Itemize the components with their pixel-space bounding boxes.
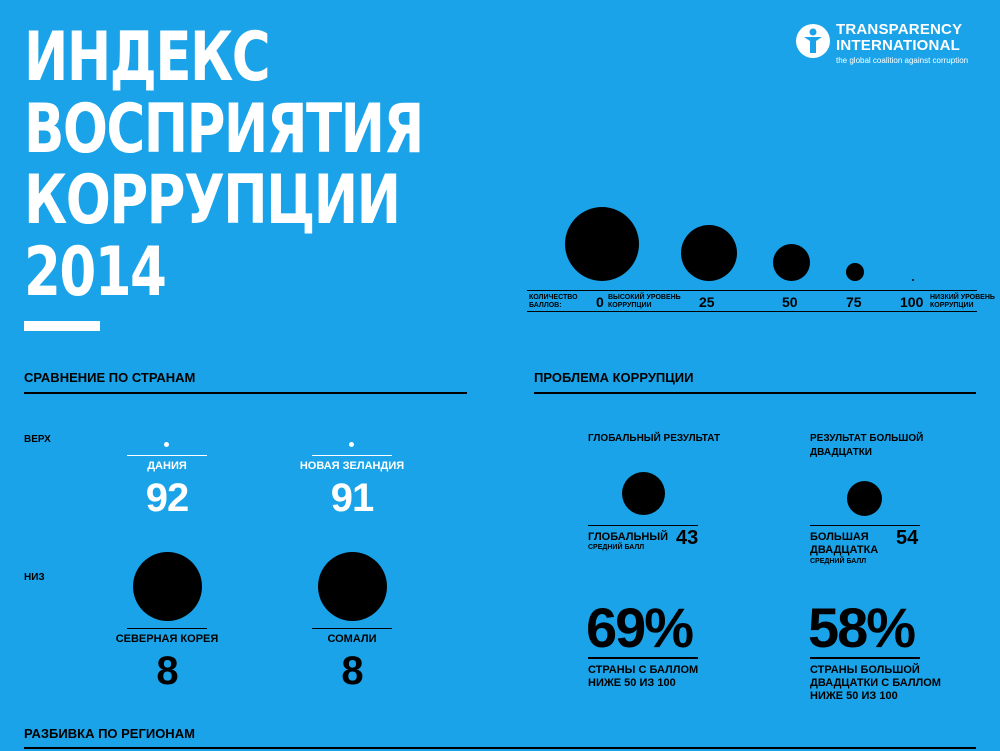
top-label: ВЕРХ — [24, 434, 51, 445]
global-average-sub: СРЕДНИЙ БАЛЛ — [588, 544, 645, 551]
new-zealand-dot — [349, 442, 354, 447]
g20-percent: 58% — [808, 596, 916, 659]
global-average-value: 43 — [676, 527, 699, 549]
logo-line-1: TRANSPARENCY — [836, 21, 963, 38]
denmark-dot — [164, 442, 169, 447]
title-underbar — [24, 321, 100, 331]
scale-dot-75 — [846, 263, 864, 281]
comparison-heading: СРАВНЕНИЕ ПО СТРАНАМ — [24, 370, 196, 385]
g20-percent-line-2: ДВАДЦАТКИ С БАЛЛОМ — [810, 677, 941, 689]
g20-percent-line-1: СТРАНЫ БОЛЬШОЙ — [810, 664, 920, 676]
scale-label-2: БАЛЛОВ: — [529, 302, 562, 309]
title-line-1: ИНДЕКС — [24, 18, 271, 97]
scale-dot-50 — [773, 244, 810, 281]
g20-percent-rule — [810, 657, 920, 659]
scale-dot-25 — [681, 225, 737, 281]
new-zealand-score: 91 — [330, 476, 375, 520]
somalia-dot — [318, 552, 387, 621]
global-percent-line-1: СТРАНЫ С БАЛЛОМ — [588, 664, 699, 676]
bottom-label: НИЗ — [24, 572, 45, 583]
north-korea-name: СЕВЕРНАЯ КОРЕЯ — [115, 633, 219, 645]
g20-average-rule — [810, 525, 920, 526]
scale-point-50: 50 — [782, 294, 798, 310]
north-korea-rule — [127, 628, 207, 629]
global-percent-rule — [588, 657, 698, 659]
g20-average-label-1: БОЛЬШАЯ — [810, 531, 869, 543]
regions-rule — [24, 747, 976, 749]
problem-rule — [534, 392, 976, 394]
new-zealand-name: НОВАЯ ЗЕЛАНДИЯ — [299, 460, 405, 472]
scale-low-2: КОРРУПЦИИ — [930, 302, 974, 309]
scale-point-25: 25 — [699, 294, 715, 310]
title-line-3: КОРРУПЦИИ — [24, 161, 401, 240]
comparison-rule — [24, 392, 467, 394]
global-average-dot — [622, 472, 665, 515]
north-korea-dot — [133, 552, 202, 621]
denmark-score: 92 — [145, 476, 190, 520]
g20-percent-line-3: НИЖЕ 50 ИЗ 100 — [810, 690, 898, 702]
scale-high-2: КОРРУПЦИИ — [608, 302, 652, 309]
denmark-rule — [127, 455, 207, 456]
scale-label-1: КОЛИЧЕСТВО — [529, 294, 578, 301]
problem-heading: ПРОБЛЕМА КОРРУПЦИИ — [534, 370, 694, 385]
scale-dot-0 — [565, 207, 639, 281]
global-average-rule — [588, 525, 698, 526]
scale-dot-100 — [912, 279, 914, 281]
scale-top-rule — [527, 290, 977, 291]
denmark-name: ДАНИЯ — [147, 460, 187, 472]
scale-high-1: ВЫСОКИЙ УРОВЕНЬ — [608, 294, 681, 301]
global-percent: 69% — [586, 596, 694, 659]
global-percent-line-2: НИЖЕ 50 ИЗ 100 — [588, 677, 676, 689]
g20-result-title-2: ДВАДЦАТКИ — [810, 447, 872, 458]
scale-point-75: 75 — [846, 294, 862, 310]
scale-point-100: 100 — [900, 294, 924, 310]
logo-line-2: INTERNATIONAL — [836, 37, 960, 54]
regions-heading: РАЗБИВКА ПО РЕГИОНАМ — [24, 726, 195, 741]
somalia-name: СОМАЛИ — [327, 633, 377, 645]
g20-average-label-2: ДВАДЦАТКА — [810, 544, 879, 556]
logo-tagline: the global coalition against corruption — [836, 56, 969, 65]
g20-average-value: 54 — [896, 527, 919, 549]
g20-average-sub: СРЕДНИЙ БАЛЛ — [810, 558, 867, 565]
somalia-score: 8 — [341, 649, 363, 693]
global-result-title: ГЛОБАЛЬНЫЙ РЕЗУЛЬТАТ — [588, 433, 721, 444]
logo[interactable]: TRANSPARENCY INTERNATIONAL the global co… — [796, 22, 980, 72]
title-year: 2014 — [24, 233, 167, 312]
global-average-label: ГЛОБАЛЬНЫЙ — [588, 531, 669, 543]
logo-emblem-icon — [796, 24, 830, 58]
somalia-rule — [312, 628, 392, 629]
new-zealand-rule — [312, 455, 392, 456]
title-line-2: ВОСПРИЯТИЯ — [24, 90, 424, 169]
g20-result-title-1: РЕЗУЛЬТАТ БОЛЬШОЙ — [810, 433, 924, 444]
scale-low-1: НИЗКИЙ УРОВЕНЬ — [930, 294, 995, 301]
scale-bottom-rule — [527, 311, 977, 312]
scale-point-0: 0 — [596, 294, 604, 310]
g20-average-dot — [847, 481, 882, 516]
north-korea-score: 8 — [156, 649, 178, 693]
